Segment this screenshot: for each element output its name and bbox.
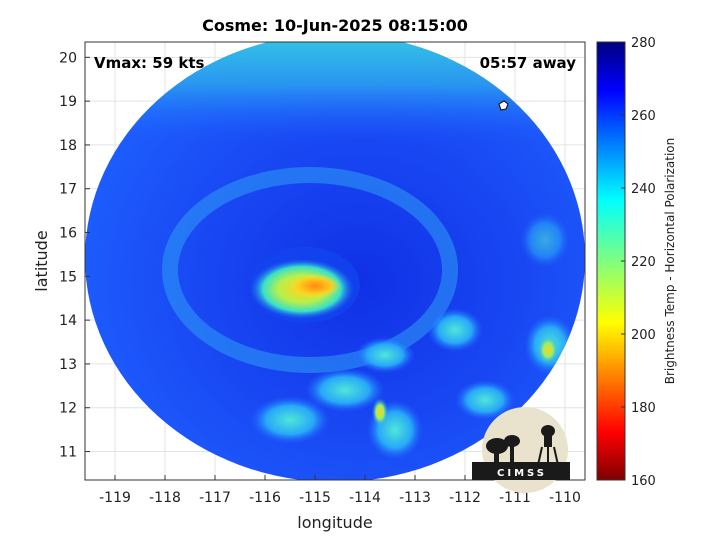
x-tick-label: -119 xyxy=(99,490,131,506)
x-tick-label: -111 xyxy=(499,490,531,506)
convective-patch-ne xyxy=(520,212,570,268)
x-tick-label: -117 xyxy=(199,490,231,506)
x-tick-label: -110 xyxy=(549,490,581,506)
y-axis-label: latitude xyxy=(32,230,51,291)
colorbar-tick-label: 160 xyxy=(631,474,656,489)
y-tick-label: 14 xyxy=(59,313,77,329)
colorbar-gradient xyxy=(596,41,626,481)
y-tick-label: 18 xyxy=(59,138,77,154)
colorbar-ticks: 160 180 200 220 240 260 280 xyxy=(621,36,656,489)
colorbar-tick-label: 200 xyxy=(631,328,656,343)
y-tick-label: 12 xyxy=(59,401,77,417)
convective-patch-e-4 xyxy=(455,380,515,420)
y-tick-label: 17 xyxy=(59,182,77,198)
colorbar-tick-label: 280 xyxy=(631,36,656,51)
y-tick-label: 20 xyxy=(59,50,77,66)
cimss-logo: CIMSS xyxy=(472,407,570,493)
logo-text: CIMSS xyxy=(497,468,547,479)
x-axis: -119 -118 -117 -116 -115 -114 -113 -112 -111 -110 xyxy=(99,475,581,506)
x-tick-label: -112 xyxy=(449,490,481,506)
y-tick-label: 19 xyxy=(59,94,77,110)
time-away-annotation: 05:57 away xyxy=(480,54,577,72)
y-tick-label: 16 xyxy=(59,226,77,242)
spiral-band xyxy=(162,167,458,373)
logo-ground xyxy=(472,462,570,480)
axes-box xyxy=(84,41,586,481)
chart-title: Cosme: 10-Jun-2025 08:15:00 xyxy=(202,16,468,35)
x-tick-label: -114 xyxy=(349,490,381,506)
y-tick-label: 15 xyxy=(59,269,77,285)
x-tick-label: -115 xyxy=(299,490,331,506)
x-axis-label: longitude xyxy=(297,513,372,532)
convective-patch-s-3 xyxy=(372,398,388,426)
convective-patch-e-1 xyxy=(427,308,483,352)
colorbar-tick-label: 260 xyxy=(631,109,656,124)
logo-dish-icon xyxy=(486,435,520,463)
y-tick-label: 11 xyxy=(59,445,77,461)
eyewall-core xyxy=(289,274,341,298)
y-tick-label: 13 xyxy=(59,357,77,373)
y-axis: 11 12 13 14 15 16 17 18 19 20 xyxy=(59,50,90,461)
colorbar-label: Brightness Temp - Horizontal Polarizatio… xyxy=(663,138,677,385)
convective-patch-se-2 xyxy=(305,368,385,412)
convective-patch-se-1 xyxy=(355,337,415,373)
convective-patch-e-3 xyxy=(538,336,558,364)
island-outline xyxy=(498,100,509,111)
plot-area: -119 -118 -117 -116 -115 -114 -113 -112 -111 -110… xyxy=(59,41,586,506)
colorbar-tick-label: 180 xyxy=(631,401,656,416)
colorbar-tick-label: 220 xyxy=(631,255,656,270)
x-tick-label: -113 xyxy=(399,490,431,506)
vmax-annotation: Vmax: 59 kts xyxy=(94,54,204,72)
x-tick-label: -118 xyxy=(149,490,181,506)
convective-patch-s-1 xyxy=(250,396,330,444)
colorbar-tick-label: 240 xyxy=(631,182,656,197)
logo-tower-icon xyxy=(537,425,559,466)
x-tick-label: -116 xyxy=(249,490,281,506)
colorbar: 160 180 200 220 240 260 280 Brightness Temp - … xyxy=(596,36,677,489)
